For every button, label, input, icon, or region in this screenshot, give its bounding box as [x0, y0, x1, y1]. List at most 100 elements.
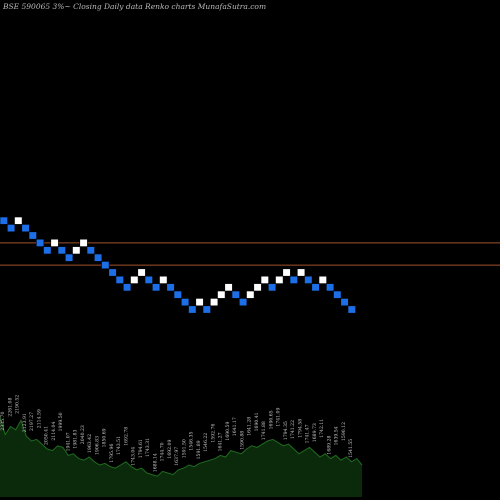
brick-price-label: 1794.35 — [283, 421, 289, 440]
renko-brick-down — [108, 268, 117, 277]
brick-price-label: 1546.22 — [203, 433, 209, 452]
brick-price-label: 1690.59 — [225, 422, 231, 441]
brick-price-label: 1590.88 — [239, 431, 245, 450]
renko-brick-down — [86, 246, 95, 255]
brick-price-label: 1591.89 — [196, 440, 202, 459]
brick-price-label: 1981.83 — [73, 430, 79, 449]
brick-price-label: 1690.41 — [254, 412, 260, 431]
brick-price-label: 1999.50 — [58, 412, 64, 431]
renko-brick-up — [130, 275, 139, 284]
renko-brick-down — [347, 305, 356, 314]
brick-price-label: 1591.50 — [181, 439, 187, 458]
renko-brick-down — [289, 275, 298, 284]
renko-brick-up — [260, 275, 269, 284]
renko-brick-down — [57, 246, 66, 255]
brick-price-label: 1743.31 — [145, 438, 151, 457]
renko-brick-down — [311, 283, 320, 292]
brick-price-label: 1689.28 — [326, 436, 332, 455]
renko-brick-down — [166, 283, 175, 292]
brick-price-label: 1641.17 — [232, 417, 238, 436]
renko-brick-down — [28, 231, 37, 240]
brick-price-label: 1741.47 — [305, 424, 311, 443]
renko-brick-up — [79, 238, 88, 247]
brick-price-label: 1743.51 — [116, 436, 122, 455]
brick-price-label: 2114.04 — [51, 422, 57, 441]
renko-brick-down — [202, 305, 211, 314]
brick-price-label: 2050.41 — [44, 426, 50, 445]
renko-brick-up — [275, 275, 284, 284]
brick-price-label: 1541.55 — [348, 439, 354, 458]
brick-price-label: 1641.27 — [218, 432, 224, 451]
brick-price-label: 1794.61 — [138, 439, 144, 458]
renko-brick-down — [35, 238, 45, 247]
brick-price-label: 2123.91 — [22, 413, 28, 432]
brick-price-label: 2261.08 — [7, 398, 13, 417]
brick-price-label: 1741.22 — [290, 420, 296, 439]
brick-price-label: 1692.78 — [123, 427, 129, 446]
brick-price-label: 1794.58 — [297, 419, 303, 438]
brick-price-label: 1546.35 — [189, 432, 195, 451]
renko-brick-up — [318, 275, 327, 284]
renko-brick-up — [50, 238, 59, 247]
renko-brick-up — [246, 290, 255, 299]
brick-price-label: 1692.09 — [167, 440, 173, 459]
renko-brick-down — [333, 290, 342, 299]
brick-price-label: 2335.70 — [0, 412, 6, 431]
brick-price-label: 1744.70 — [160, 442, 166, 461]
renko-brick-down — [340, 298, 349, 307]
brick-price-label: 1906.83 — [94, 436, 100, 455]
renko-brick-down — [231, 290, 240, 299]
brick-price-label: 1689.73 — [312, 423, 318, 442]
renko-brick-up — [137, 268, 146, 277]
brick-price-label: 1742.11 — [319, 419, 325, 438]
brick-price-label: 1963.42 — [87, 434, 93, 453]
brick-price-label: 1741.88 — [261, 421, 267, 440]
renko-brick-down — [43, 246, 52, 255]
brick-price-label: 1743.04 — [131, 447, 137, 466]
renko-brick-down — [144, 275, 153, 284]
renko-brick-up — [195, 298, 204, 307]
renko-brick-down — [152, 283, 161, 292]
renko-brick-down — [94, 253, 103, 262]
renko-brick-down — [181, 298, 190, 307]
brick-price-label: 1641.28 — [247, 417, 253, 436]
brick-price-label: 1795.96 — [109, 444, 115, 463]
chart-title: BSE 590065 3%~ Closing Daily data Renko … — [3, 2, 267, 11]
brick-price-label: 1637.97 — [174, 447, 180, 466]
brick-price-label: 1850.69 — [102, 428, 108, 447]
renko-brick-up — [224, 283, 233, 292]
brick-price-label: 1592.76 — [210, 424, 216, 443]
renko-brick-down — [173, 290, 182, 299]
renko-bricks — [0, 216, 356, 314]
brick-price-label: 2197.27 — [29, 412, 35, 431]
brick-price-label: 1741.09 — [276, 408, 282, 427]
brick-price-label: 1639.54 — [334, 426, 340, 445]
renko-brick-up — [217, 290, 226, 299]
volume-panel — [0, 416, 363, 497]
brick-price-label: 1941.07 — [65, 432, 71, 451]
renko-brick-down — [7, 224, 16, 233]
renko-brick-up — [14, 216, 23, 225]
brick-price-label: 2190.52 — [15, 395, 21, 414]
renko-brick-down — [267, 283, 277, 292]
renko-brick-down — [325, 283, 335, 292]
renko-brick-up — [72, 246, 81, 255]
renko-brick-down — [115, 275, 124, 284]
renko-brick-up — [253, 283, 262, 292]
brick-price-label: 2040.23 — [80, 425, 86, 444]
brick-price-label: 1590.12 — [341, 422, 347, 441]
volume-outline — [0, 416, 363, 477]
renko-brick-down — [0, 216, 8, 225]
brick-price-label: 1688.14 — [152, 453, 158, 472]
brick-price-label: 1690.65 — [268, 410, 274, 429]
renko-brick-down — [304, 275, 313, 284]
renko-brick-up — [296, 268, 306, 277]
renko-brick-down — [188, 305, 197, 314]
renko-brick-up — [159, 275, 168, 284]
volume-area — [0, 417, 362, 497]
brick-price-label: 2114.59 — [36, 409, 42, 428]
renko-brick-down — [21, 224, 30, 233]
renko-brick-up — [282, 268, 291, 277]
